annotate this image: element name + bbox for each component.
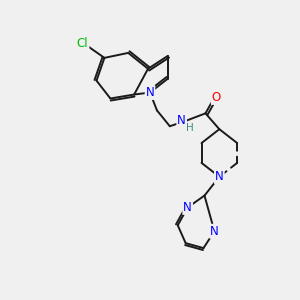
Text: O: O — [212, 91, 221, 104]
Text: N: N — [183, 201, 192, 214]
Text: N: N — [146, 86, 154, 99]
Text: Cl: Cl — [77, 38, 88, 50]
Text: N: N — [177, 114, 186, 127]
Text: H: H — [186, 123, 194, 133]
Text: N: N — [215, 170, 224, 183]
Text: N: N — [210, 225, 219, 238]
